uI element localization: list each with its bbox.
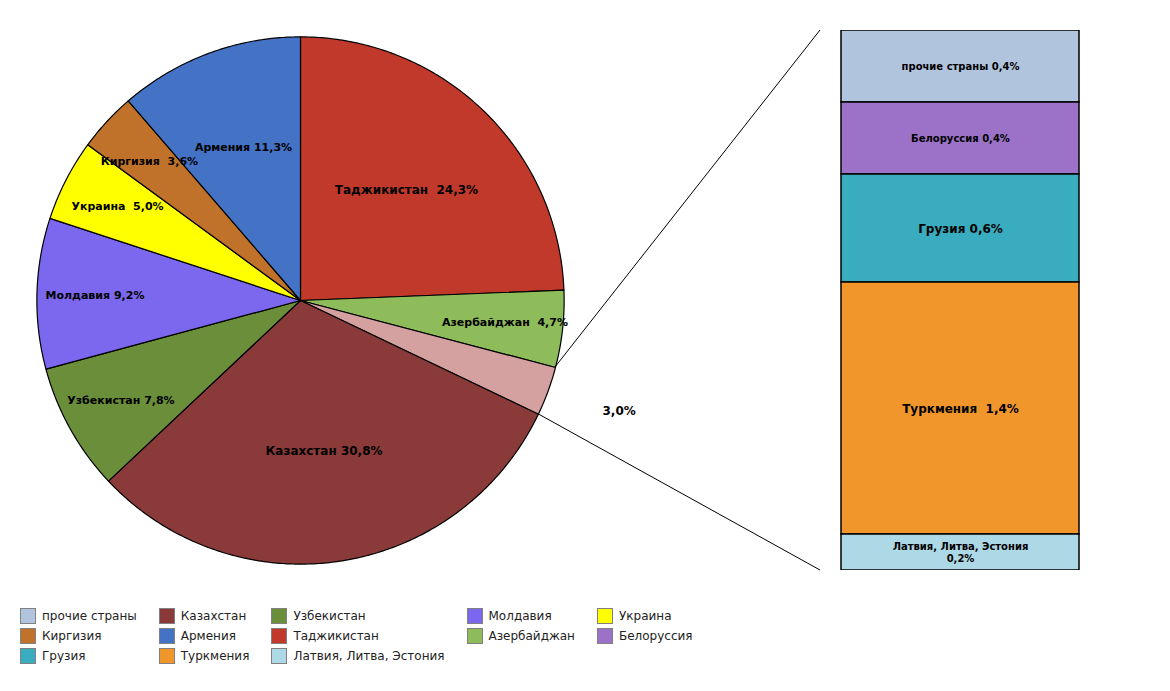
svg-text:Казахстан 30,8%: Казахстан 30,8% [266, 444, 383, 458]
svg-text:Туркмения 1,4%: Туркмения 1,4% [902, 402, 1019, 416]
html-text:Киргизия: Киргизия [42, 629, 102, 643]
svg-text:Молдавия 9,2%: Молдавия 9,2% [45, 289, 144, 302]
html-text:Таджикистан: Таджикистан [293, 629, 379, 643]
svg-text:Таджикистан 24,3%: Таджикистан 24,3% [335, 183, 478, 197]
html-text:Молдавия: Молдавия [488, 609, 552, 623]
html-text:Грузия: Грузия [42, 649, 86, 663]
svg-text:Азербайджан 4,7%: Азербайджан 4,7% [442, 316, 568, 329]
svg-text:Латвия, Литва, Эстония0,2%: Латвия, Литва, Эстония0,2% [893, 541, 1029, 564]
svg-text:Армения 11,3%: Армения 11,3% [195, 141, 292, 154]
html-text:прочие страны: прочие страны [42, 609, 137, 623]
svg-text:Киргизия 3,6%: Киргизия 3,6% [101, 155, 198, 168]
html-text:Украина: Украина [619, 609, 672, 623]
html-text:Казахстан: Казахстан [180, 609, 247, 623]
html-text:Армения: Армения [180, 629, 236, 643]
svg-text:Украина 5,0%: Украина 5,0% [71, 200, 163, 213]
svg-text:3,0%: 3,0% [602, 404, 635, 418]
html-text:Туркмения: Туркмения [180, 649, 250, 663]
html-text:Азербайджан: Азербайджан [488, 629, 575, 643]
svg-text:Грузия 0,6%: Грузия 0,6% [918, 222, 1003, 236]
svg-text:Белоруссия 0,4%: Белоруссия 0,4% [911, 133, 1010, 144]
svg-text:прочие страны 0,4%: прочие страны 0,4% [902, 61, 1020, 72]
html-text:Белоруссия: Белоруссия [619, 629, 693, 643]
html-text:Латвия, Литва, Эстония: Латвия, Литва, Эстония [293, 649, 445, 663]
svg-text:Узбекистан 7,8%: Узбекистан 7,8% [67, 394, 174, 407]
html-text:Узбекистан: Узбекистан [293, 609, 366, 623]
